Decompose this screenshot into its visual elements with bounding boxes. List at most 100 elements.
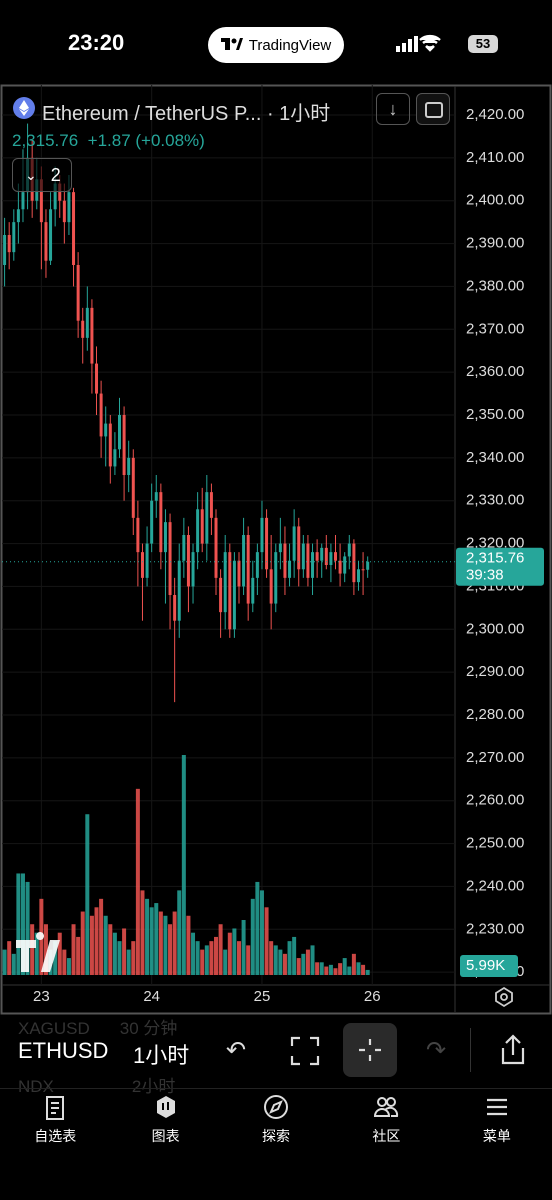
candle-body	[209, 492, 213, 518]
y-tick-label: 2,290.00	[466, 663, 524, 680]
candle-body	[306, 543, 310, 578]
candle-body	[131, 457, 135, 518]
candle-body	[343, 556, 347, 574]
volume-bar	[85, 814, 90, 975]
tab-bar: 自选表 图表 探索 社区 菜单	[0, 1094, 552, 1146]
volume-bar	[351, 953, 356, 975]
candle-body	[154, 492, 158, 501]
candle-body	[324, 547, 328, 565]
redo-button[interactable]: ↷	[426, 1037, 447, 1064]
y-tick-label: 2,250.00	[466, 835, 524, 852]
volume-bar	[342, 958, 347, 975]
app-label: TradingView	[248, 36, 332, 54]
volume-bar	[103, 915, 108, 975]
toolbar-symbol[interactable]: ETHUSD	[18, 1038, 109, 1063]
fit-button[interactable]	[290, 1036, 320, 1066]
y-tick-label: 2,300.00	[466, 620, 524, 637]
tv-watermark	[16, 932, 60, 972]
undo-button[interactable]: ↶	[226, 1037, 247, 1064]
candle-body	[334, 552, 338, 561]
ghost-row-2: NDX 2小时	[18, 1072, 175, 1097]
tab-label: 社区	[372, 1128, 401, 1144]
volume-bar	[57, 932, 62, 975]
tv-logo	[220, 38, 243, 50]
candle-body	[315, 552, 319, 561]
price-tag-label: 2,315.76	[466, 550, 524, 567]
candle-body	[49, 209, 53, 261]
tab[interactable]: 图表	[110, 1094, 220, 1146]
candle-body	[95, 363, 99, 394]
candle-body	[269, 569, 273, 604]
candle-body	[232, 560, 236, 630]
volume-bar	[338, 963, 343, 975]
tab[interactable]: 菜单	[442, 1094, 552, 1146]
collapse-button[interactable]: ↓	[376, 93, 410, 125]
price-line: 2,315.76 +1.87 (+0.08%)	[12, 131, 205, 151]
candle-body	[113, 449, 117, 467]
y-tick-label: 2,380.00	[466, 277, 524, 294]
y-tick-label: 2,410.00	[466, 149, 524, 166]
volume-bar	[227, 932, 232, 975]
share-button[interactable]	[498, 1034, 528, 1066]
candle-body	[320, 547, 324, 561]
title: Ethereum / TetherUS P...	[42, 103, 262, 125]
crosshair-button[interactable]	[343, 1023, 397, 1077]
volume-bar	[269, 941, 274, 975]
candle-body	[16, 209, 20, 223]
candle-body	[150, 500, 154, 544]
x-tick-label: 24	[143, 988, 160, 1005]
volume-bar	[99, 898, 104, 975]
settings-icon[interactable]	[492, 985, 516, 1009]
volume-bar	[324, 966, 329, 975]
tab-label: 探索	[262, 1128, 291, 1144]
candle-body	[127, 457, 131, 475]
candle-body	[237, 560, 241, 587]
candle-body	[361, 569, 365, 571]
price-tag	[456, 547, 544, 586]
clock: 23:20	[68, 30, 125, 55]
symbol-title: Ethereum / TetherUS P... · 1小时	[42, 97, 330, 126]
candle-body	[39, 179, 43, 223]
signal-wifi	[396, 35, 441, 52]
toolbar-interval[interactable]: 1小时	[133, 1043, 190, 1068]
volume-bar	[108, 924, 113, 975]
volume-bar	[209, 941, 214, 975]
volume-bar	[168, 924, 173, 975]
candle-body	[44, 222, 48, 261]
volume-bar	[200, 949, 205, 975]
candle-body	[311, 552, 315, 578]
volume-bar	[163, 915, 168, 975]
volume-bar	[333, 968, 338, 975]
x-tick-label: 23	[33, 988, 50, 1005]
indicator-toggle[interactable]: ⌄ 2	[12, 158, 72, 192]
volume-bar	[301, 953, 306, 975]
tab-icon	[156, 1096, 175, 1118]
y-tick-label: 2,240.00	[466, 877, 524, 894]
volume-bar	[250, 898, 255, 975]
y-tick-label: 2,330.00	[466, 492, 524, 509]
volume-bar	[287, 941, 292, 975]
candle-body	[278, 543, 282, 553]
candle-body	[67, 192, 71, 223]
x-tick-label: 25	[254, 988, 271, 1005]
fullscreen-button[interactable]	[416, 93, 450, 125]
candle-body	[265, 517, 269, 570]
volume-bar	[94, 907, 99, 975]
volume-bar	[149, 907, 154, 975]
candle-body	[3, 235, 7, 265]
volume-bar	[236, 941, 241, 975]
volume-bar	[172, 911, 177, 975]
candle-body	[58, 183, 62, 201]
volume-bar	[241, 920, 246, 975]
price: 2,315.76	[12, 131, 79, 150]
candle-body	[182, 535, 186, 561]
tab[interactable]: 探索	[221, 1094, 331, 1146]
tab[interactable]: 自选表	[0, 1094, 110, 1146]
tab[interactable]: 社区	[331, 1094, 441, 1146]
y-tick-label: 2,340.00	[466, 449, 524, 466]
volume-bar	[158, 911, 163, 975]
candle-body	[145, 543, 149, 578]
volume-bar	[214, 936, 219, 975]
candle-body	[186, 535, 190, 587]
